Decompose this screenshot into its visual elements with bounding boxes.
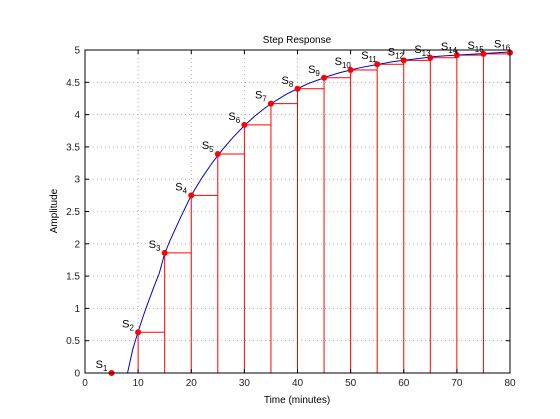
sample-label: S16 [494, 39, 511, 53]
sample-marker [453, 52, 460, 59]
sample-marker [241, 121, 248, 128]
response-line [85, 51, 511, 374]
sample-label: S11 [361, 50, 377, 64]
sample-label: S12 [388, 46, 405, 60]
sample-label: S14 [441, 41, 458, 55]
sample-label: S1 [96, 359, 108, 373]
sample-label: S6 [228, 111, 240, 125]
sample-marker [135, 329, 142, 336]
x-tick-label: 30 [239, 378, 251, 389]
x-axis-ticks: 0 10 20 30 40 50 60 70 80 [82, 50, 516, 389]
x-axis-title: Time (minutes) [264, 395, 330, 406]
y-tick-label: 1 [74, 304, 80, 315]
y-axis-ticks: 0 0.5 1 1.5 2 2.5 3 3.5 4 4.5 5 [66, 46, 510, 380]
sample-marker [294, 85, 301, 92]
sample-label: S5 [202, 140, 214, 154]
y-tick-label: 0 [74, 369, 80, 380]
x-tick-label: 70 [451, 378, 463, 389]
sample-label: S7 [255, 90, 267, 104]
sample-label: S3 [149, 239, 161, 253]
x-tick-label: 50 [345, 378, 357, 389]
x-tick-label: 10 [133, 378, 145, 389]
sample-marker [374, 61, 381, 68]
sample-label: S15 [467, 40, 484, 54]
y-tick-label: 2 [74, 239, 80, 250]
sample-marker [214, 151, 221, 158]
y-tick-label: 4 [74, 110, 80, 121]
y-tick-label: 5 [74, 46, 80, 57]
y-tick-label: 2.5 [66, 207, 80, 218]
x-tick-label: 80 [504, 378, 516, 389]
sample-marker [267, 100, 274, 107]
sample-marker [188, 192, 195, 199]
sample-marker [161, 249, 168, 256]
sample-label: S10 [335, 56, 352, 70]
x-tick-label: 0 [82, 378, 88, 389]
x-tick-label: 60 [398, 378, 410, 389]
sample-label: S4 [175, 181, 187, 195]
sample-markers [108, 49, 513, 376]
sample-marker [321, 74, 328, 81]
sample-marker [400, 57, 407, 64]
sample-marker [347, 67, 354, 74]
y-axis-title: Amplitude [49, 188, 60, 233]
y-tick-label: 1.5 [66, 272, 80, 283]
sample-label: S8 [282, 75, 294, 89]
y-tick-label: 0.5 [66, 336, 80, 347]
sample-label: S2 [122, 318, 134, 332]
x-tick-label: 20 [186, 378, 198, 389]
y-tick-label: 3 [74, 175, 80, 186]
chart-title: Step Response [263, 35, 332, 46]
y-tick-label: 3.5 [66, 142, 80, 153]
sample-label: S9 [308, 64, 320, 78]
x-tick-label: 40 [292, 378, 304, 389]
sample-marker [480, 50, 487, 57]
y-tick-label: 4.5 [66, 78, 80, 89]
sample-marker [427, 54, 434, 61]
